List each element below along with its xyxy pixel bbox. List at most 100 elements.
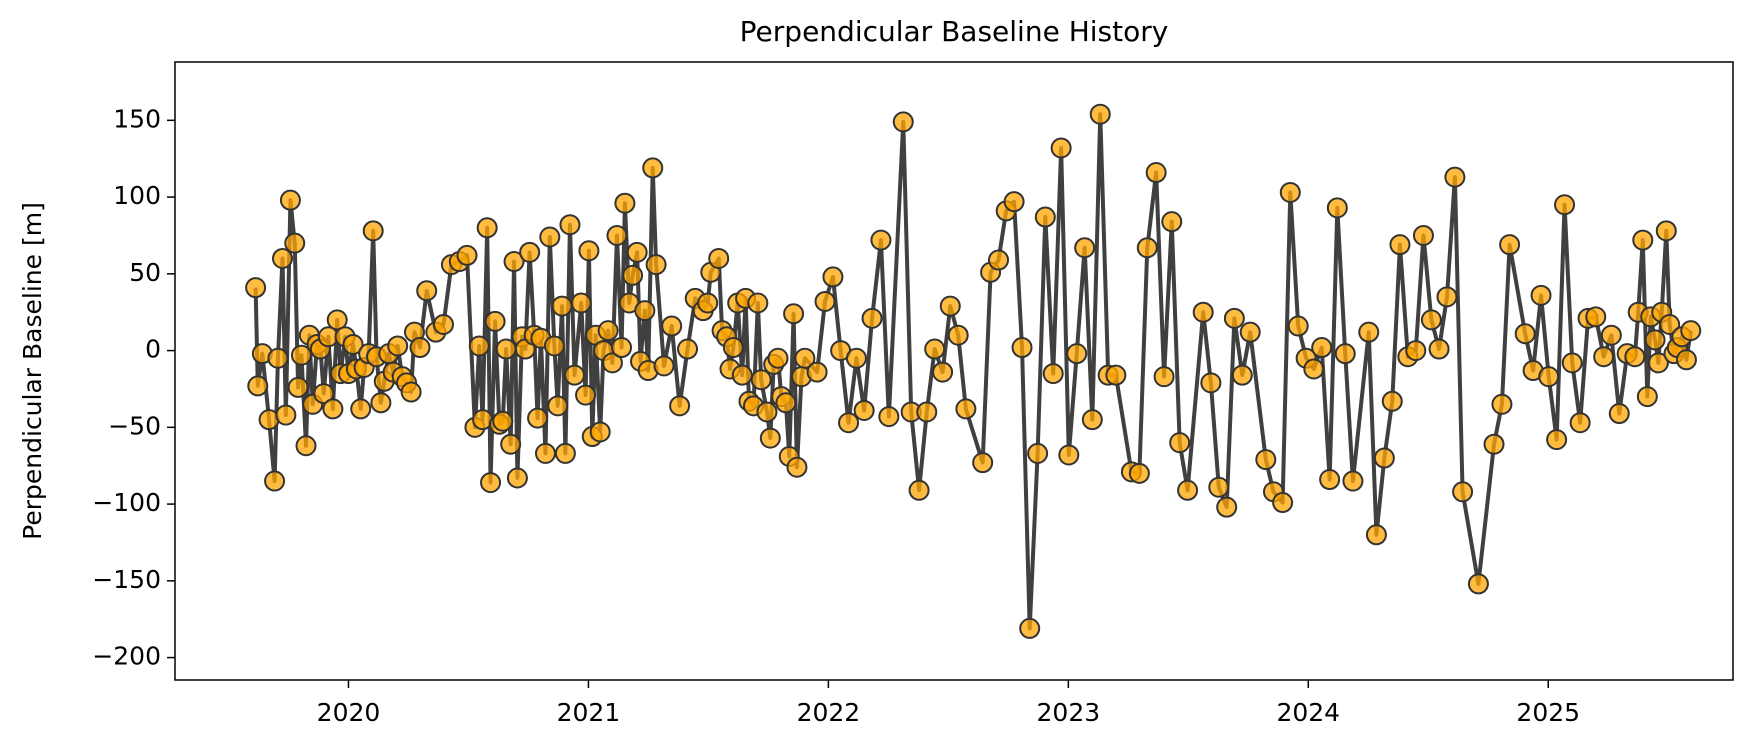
data-point: [387, 335, 409, 357]
data-point: [1467, 573, 1489, 595]
data-point: [611, 337, 633, 359]
data-point: [661, 315, 683, 337]
data-point: [892, 111, 914, 133]
data-point: [1136, 237, 1158, 259]
data-point: [775, 392, 797, 414]
data-point: [551, 295, 573, 317]
data-point: [1436, 286, 1458, 308]
y-tick-label: 50: [129, 258, 161, 287]
data-point: [1420, 309, 1442, 331]
data-point: [495, 338, 517, 360]
data-point: [290, 344, 312, 366]
data-point: [1011, 337, 1033, 359]
data-point: [247, 375, 269, 397]
data-point: [1034, 206, 1056, 228]
data-point: [1239, 321, 1261, 343]
data-point: [747, 292, 769, 314]
data-point: [1342, 470, 1364, 492]
data-point: [924, 338, 946, 360]
data-point: [1081, 409, 1103, 431]
data-point: [1593, 346, 1615, 368]
data-point: [1279, 181, 1301, 203]
data-point: [1675, 349, 1697, 371]
data-point: [1546, 429, 1568, 451]
data-point: [1405, 340, 1427, 362]
data-point: [1381, 390, 1403, 412]
data-point: [416, 280, 438, 302]
data-point: [1003, 191, 1025, 213]
data-point: [1561, 352, 1583, 374]
data-point: [342, 333, 364, 355]
data-point: [1303, 358, 1325, 380]
data-point: [1530, 284, 1552, 306]
data-point: [614, 192, 636, 214]
y-tick-label: −50: [108, 411, 161, 440]
y-tick-label: −150: [92, 565, 161, 594]
x-tick-label: 2021: [557, 698, 621, 727]
data-point: [626, 241, 648, 263]
data-point: [1231, 364, 1253, 386]
data-point: [806, 361, 828, 383]
x-tick-label: 2023: [1037, 698, 1101, 727]
data-point: [267, 347, 289, 369]
data-point: [1428, 338, 1450, 360]
data-point: [759, 427, 781, 449]
data-point: [322, 398, 344, 420]
data-point: [1128, 462, 1150, 484]
data-point: [750, 369, 772, 391]
data-point: [1311, 337, 1333, 359]
data-point: [955, 398, 977, 420]
data-point: [767, 347, 789, 369]
data-point: [853, 399, 875, 421]
data-point: [1365, 524, 1387, 546]
data-point: [838, 412, 860, 434]
data-point: [589, 421, 611, 443]
data-point: [1636, 386, 1658, 408]
data-point: [1216, 496, 1238, 518]
x-tick-label: 2024: [1276, 698, 1340, 727]
data-point: [476, 217, 498, 239]
data-point: [677, 338, 699, 360]
y-tick-label: 100: [113, 181, 161, 210]
y-tick-label: −100: [92, 488, 161, 517]
data-point: [564, 364, 586, 386]
data-point: [861, 307, 883, 329]
chart-title: Perpendicular Baseline History: [740, 15, 1169, 48]
data-point: [1272, 492, 1294, 514]
data-point: [1200, 372, 1222, 394]
data-point: [1050, 137, 1072, 159]
data-point: [400, 381, 422, 403]
data-point: [786, 456, 808, 478]
data-point: [1089, 103, 1111, 125]
y-tick-label: 0: [145, 335, 161, 364]
data-point: [362, 220, 384, 242]
data-point: [527, 407, 549, 429]
data-point: [1412, 224, 1434, 246]
data-point: [756, 401, 778, 423]
data-point: [433, 313, 455, 335]
data-point: [295, 435, 317, 457]
data-point: [313, 383, 335, 405]
data-line: [253, 112, 1693, 631]
data-point: [245, 277, 267, 299]
x-tick-label: 2025: [1516, 698, 1580, 727]
data-point: [622, 264, 644, 286]
data-point: [1389, 234, 1411, 256]
data-point: [1358, 321, 1380, 343]
data-point: [506, 467, 528, 489]
data-point: [1554, 194, 1576, 216]
data-point: [1287, 315, 1309, 337]
data-point: [326, 309, 348, 331]
data-point: [783, 303, 805, 325]
data-point: [1177, 479, 1199, 501]
data-point: [601, 352, 623, 374]
data-point: [939, 295, 961, 317]
data-point: [578, 240, 600, 262]
data-point: [1569, 412, 1591, 434]
data-point: [534, 442, 556, 464]
data-point: [1373, 447, 1395, 469]
data-point: [597, 320, 619, 342]
data-point: [722, 337, 744, 359]
y-tick-label: 150: [113, 104, 161, 133]
